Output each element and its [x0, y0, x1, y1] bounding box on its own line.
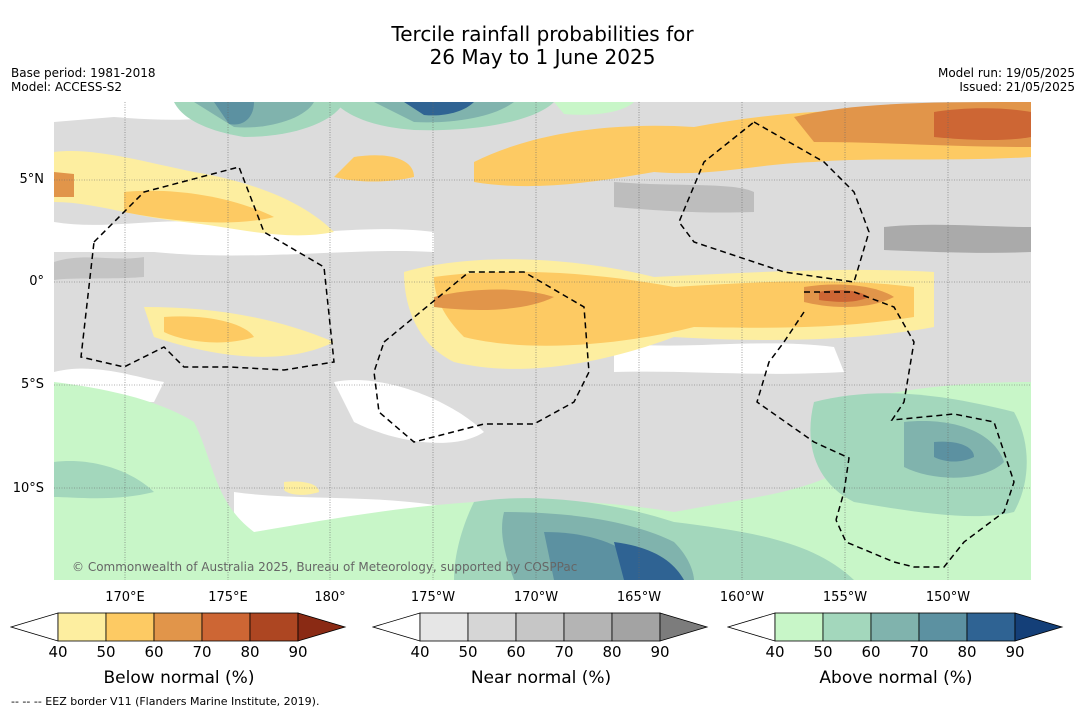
model-label: Model: ACCESS-S2 — [11, 80, 123, 94]
lon-label-175w: 175°W — [410, 590, 456, 605]
copyright-text: © Commonwealth of Australia 2025, Bureau… — [72, 560, 577, 574]
lat-label-10s: 10°S — [12, 481, 44, 496]
lon-label-155w: 155°W — [822, 590, 868, 605]
colorbar-segment — [201, 612, 251, 642]
colorbar-tick-label: 40 — [765, 643, 785, 661]
colorbar-tick-label: 60 — [506, 643, 526, 661]
lon-label-160w: 160°W — [719, 590, 765, 605]
model-run-label: Model run: 19/05/2025 — [937, 66, 1075, 80]
rainfall-probability-map: © Commonwealth of Australia 2025, Bureau… — [54, 102, 1031, 580]
issued-label: Issued: 21/05/2025 — [959, 80, 1075, 94]
colorbar-tick-label: 50 — [458, 643, 478, 661]
colorbar-segment — [249, 612, 299, 642]
lon-label-180: 180° — [314, 590, 346, 605]
eez-borders — [80, 121, 1015, 568]
colorbar-below-normal — [10, 612, 347, 642]
above-normal-areas — [54, 102, 1031, 580]
colorbar-segment — [153, 612, 203, 642]
colorbar-tick-label: 80 — [957, 643, 977, 661]
map-title-line2: 26 May to 1 June 2025 — [429, 45, 656, 69]
colorbar-near-normal — [372, 612, 709, 642]
colorbar-segment — [515, 612, 565, 642]
base-period-label: Base period: 1981-2018 — [11, 66, 156, 80]
colorbar-title-near: Near normal (%) — [470, 668, 612, 688]
colorbar-segment — [57, 612, 107, 642]
lon-label-175e: 175°E — [208, 590, 248, 605]
colorbar-tick-label: 40 — [48, 643, 68, 661]
graticule — [54, 102, 1031, 580]
colorbar-tick-label: 50 — [96, 643, 116, 661]
colorbar-tick-label: 80 — [602, 643, 622, 661]
colorbar-tick-label: 90 — [650, 643, 670, 661]
colorbar-segment — [563, 612, 613, 642]
lon-label-170e: 170°E — [105, 590, 145, 605]
colorbar-title-below: Below normal (%) — [103, 668, 255, 688]
lat-label-0: 0° — [29, 274, 44, 289]
colorbar-segment — [870, 612, 920, 642]
colorbar-above-normal — [727, 612, 1064, 642]
colorbar-extend-high — [297, 612, 347, 642]
colorbar-segment — [774, 612, 824, 642]
colorbar-tick-label: 90 — [288, 643, 308, 661]
lon-label-150w: 150°W — [925, 590, 971, 605]
colorbar-tick-label: 70 — [192, 643, 212, 661]
colorbar-tick-label: 60 — [861, 643, 881, 661]
colorbar-segment — [105, 612, 155, 642]
colorbar-tick-label: 60 — [144, 643, 164, 661]
colorbar-tick-label: 40 — [410, 643, 430, 661]
colorbar-tick-label: 70 — [554, 643, 574, 661]
colorbar-segment — [966, 612, 1016, 642]
colorbar-extend-high — [1014, 612, 1064, 642]
eez-footer-note: -- -- -- EEZ border V11 (Flanders Marine… — [11, 695, 320, 708]
colorbar-segment — [611, 612, 661, 642]
meta-right: Model run: 19/05/2025 Issued: 21/05/2025 — [938, 66, 1075, 94]
colorbar-segment — [419, 612, 469, 642]
colorbar-tick-label: 50 — [813, 643, 833, 661]
lon-label-165w: 165°W — [616, 590, 662, 605]
colorbar-segment — [822, 612, 872, 642]
colorbar-segment — [467, 612, 517, 642]
meta-left: Base period: 1981-2018 Model: ACCESS-S2 — [11, 66, 156, 94]
colorbar-tick-label: 90 — [1005, 643, 1025, 661]
colorbar-extend-low — [10, 612, 59, 642]
colorbar-tick-label: 80 — [240, 643, 260, 661]
map-title-line1: Tercile rainfall probabilities for — [391, 22, 694, 46]
colorbar-extend-low — [727, 612, 776, 642]
colorbar-extend-low — [372, 612, 421, 642]
lon-label-170w: 170°W — [513, 590, 559, 605]
colorbar-segment — [918, 612, 968, 642]
colorbar-tick-label: 70 — [909, 643, 929, 661]
colorbar-title-above: Above normal (%) — [819, 668, 973, 688]
lat-label-5s: 5°S — [20, 377, 44, 392]
colorbar-extend-high — [659, 612, 709, 642]
lat-label-5n: 5°N — [19, 172, 45, 187]
near-normal-higher — [54, 182, 1031, 280]
